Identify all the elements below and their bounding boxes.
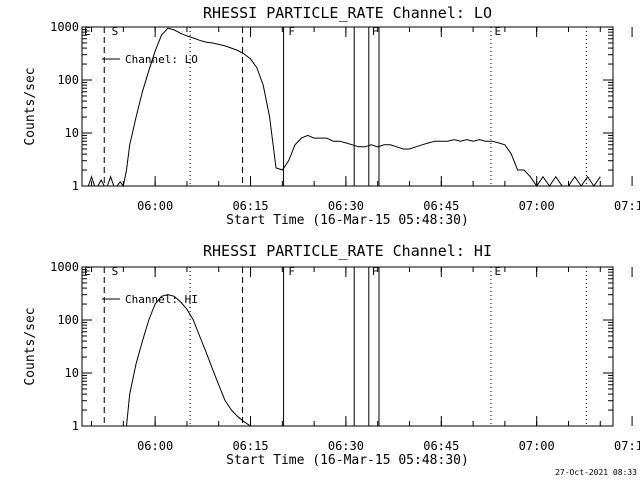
x-tick-label: 06:00 — [137, 199, 173, 213]
y-tick-label: 1 — [72, 179, 79, 193]
chart-title: RHESSI PARTICLE_RATE Channel: HI — [203, 242, 492, 260]
x-tick-label: 06:45 — [423, 439, 459, 453]
plot-frame — [81, 26, 614, 187]
marker-label-e: E — [494, 25, 501, 38]
x-tick-label: 06:45 — [423, 199, 459, 213]
marker-label-e: E — [84, 265, 91, 278]
x-tick-label: 07:00 — [519, 199, 555, 213]
marker-label-f2: F — [372, 265, 379, 278]
marker-label-f1: F — [288, 265, 295, 278]
marker-label-f2: F — [372, 25, 379, 38]
marker-label-s: S — [112, 25, 119, 38]
x-tick-label: 07:15 — [614, 439, 640, 453]
x-tick-label: 06:30 — [328, 439, 364, 453]
x-axis-label: Start Time (16-Mar-15 05:48:30) — [226, 453, 469, 468]
y-tick-label: 10 — [65, 126, 79, 140]
x-axis-label: Start Time (16-Mar-15 05:48:30) — [226, 213, 469, 228]
series-line-channel-hi — [126, 294, 251, 427]
legend-label: Channel: HI — [125, 293, 198, 306]
chart-title: RHESSI PARTICLE_RATE Channel: LO — [203, 4, 492, 22]
series-line-channel-lo — [87, 27, 601, 188]
y-tick-label: 100 — [57, 73, 79, 87]
y-tick-label: 1000 — [50, 20, 79, 34]
x-tick-label: 06:30 — [328, 199, 364, 213]
x-tick-label: 06:00 — [137, 439, 173, 453]
y-tick-label: 10 — [65, 366, 79, 380]
y-tick-label: 1 — [72, 419, 79, 433]
plot-frame — [81, 266, 614, 427]
y-axis-label: Counts/sec — [23, 307, 38, 385]
x-tick-label: 07:00 — [519, 439, 555, 453]
legend-label: Channel: LO — [125, 53, 198, 66]
x-tick-label: 07:15 — [614, 199, 640, 213]
x-tick-label: 06:15 — [232, 439, 268, 453]
footer-timestamp: 27-Oct-2021 08:33 — [555, 468, 637, 477]
marker-label-e: E — [494, 265, 501, 278]
x-tick-label: 06:15 — [232, 199, 268, 213]
y-axis-label: Counts/sec — [23, 67, 38, 145]
y-tick-label: 1000 — [50, 260, 79, 274]
marker-label-e: E — [84, 25, 91, 38]
marker-label-s: S — [112, 265, 119, 278]
y-tick-label: 100 — [57, 313, 79, 327]
marker-label-f1: F — [288, 25, 295, 38]
